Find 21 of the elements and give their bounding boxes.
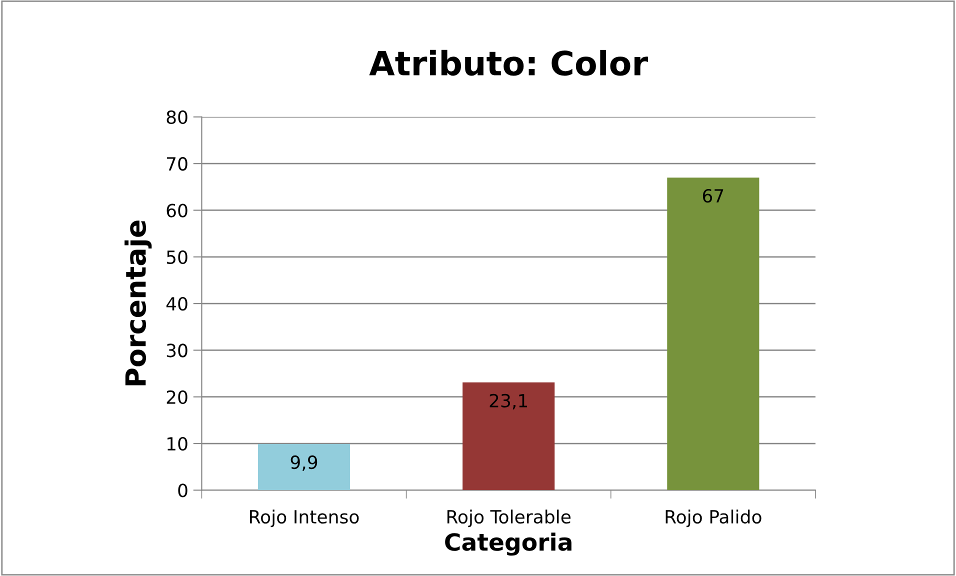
data-label: 23,1 <box>490 394 528 410</box>
chart-title: Atributo: Color <box>369 50 648 76</box>
x-tick-label: Rojo Intenso <box>250 510 359 528</box>
y-tick-label: 30 <box>166 344 188 358</box>
y-tick-label: 0 <box>178 484 188 498</box>
x-tick-label: Rojo Tolerable <box>447 510 571 528</box>
y-tick-label: 60 <box>166 204 188 218</box>
y-tick-label: 40 <box>166 297 188 311</box>
x-tick-label: Rojo Palido <box>666 510 762 528</box>
y-tick-label: 70 <box>167 157 188 171</box>
x-axis-title: Categoria <box>445 532 572 556</box>
y-tick-label: 50 <box>166 250 188 264</box>
y-tick-label: 10 <box>168 436 188 451</box>
bar <box>462 382 555 490</box>
data-label: 9,9 <box>290 455 318 471</box>
bar <box>258 444 350 490</box>
data-label: 67 <box>702 189 724 203</box>
y-tick-label: 80 <box>166 110 188 124</box>
y-tick-label: 20 <box>166 390 188 404</box>
y-axis-title: Porcentaje <box>124 220 152 386</box>
bar <box>667 178 760 490</box>
